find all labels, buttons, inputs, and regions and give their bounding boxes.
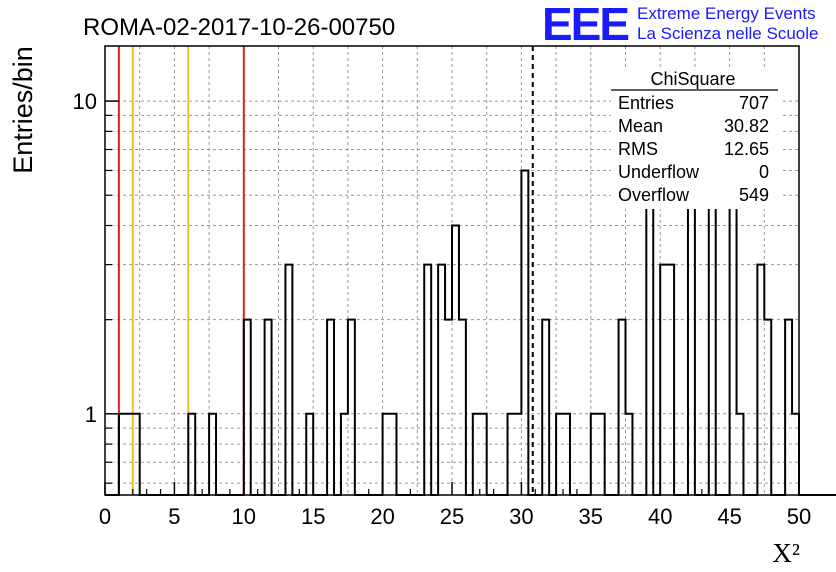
y-tick-label: 10	[73, 89, 97, 114]
stats-label: Overflow	[618, 185, 690, 205]
x-tick-label: 10	[232, 504, 256, 529]
eee-logo: EEE Extreme Energy Events La Scienza nel…	[542, 0, 818, 50]
logo-line-1: Extreme Energy Events	[637, 4, 816, 23]
stats-label: Entries	[618, 93, 674, 113]
chart-title: ROMA-02-2017-10-26-00750	[83, 14, 395, 41]
logo-line-2: La Scienza nelle Scuole	[637, 24, 818, 43]
stats-label: Mean	[618, 116, 663, 136]
stats-value: 549	[739, 185, 769, 205]
histogram-outline	[105, 148, 836, 496]
x-tick-label: 30	[509, 504, 533, 529]
stats-background	[611, 67, 781, 209]
stats-value: 30.82	[724, 116, 769, 136]
logo-mark: EEE	[542, 0, 628, 50]
y-axis-label: Entries/bin	[8, 46, 38, 174]
x-tick-label: 45	[717, 504, 741, 529]
reference-lines	[117, 46, 534, 495]
stats-value: 12.65	[724, 139, 769, 159]
stats-value: 707	[739, 93, 769, 113]
y-tick-label: 1	[85, 402, 97, 427]
x-tick-label: 15	[301, 504, 325, 529]
stats-label: RMS	[618, 139, 658, 159]
x-tick-label: 50	[787, 504, 811, 529]
stats-value: 0	[759, 162, 769, 182]
x-tick-label: 0	[99, 504, 111, 529]
x-tick-label: 40	[648, 504, 672, 529]
histogram	[105, 148, 836, 496]
x-axis-label: X²	[772, 538, 800, 568]
stats-title: ChiSquare	[650, 69, 735, 89]
stats-box: ChiSquare Entries 707 Mean 30.82 RMS 12.65 Und…	[611, 67, 781, 209]
x-tick-label: 35	[579, 504, 603, 529]
x-tick-label: 25	[440, 504, 464, 529]
x-tick-label: 5	[168, 504, 180, 529]
axes: 0 5 10 15 20 25 30 35 40 45 50 1 10	[73, 89, 812, 529]
x-tick-label: 20	[370, 504, 394, 529]
stats-label: Underflow	[618, 162, 700, 182]
